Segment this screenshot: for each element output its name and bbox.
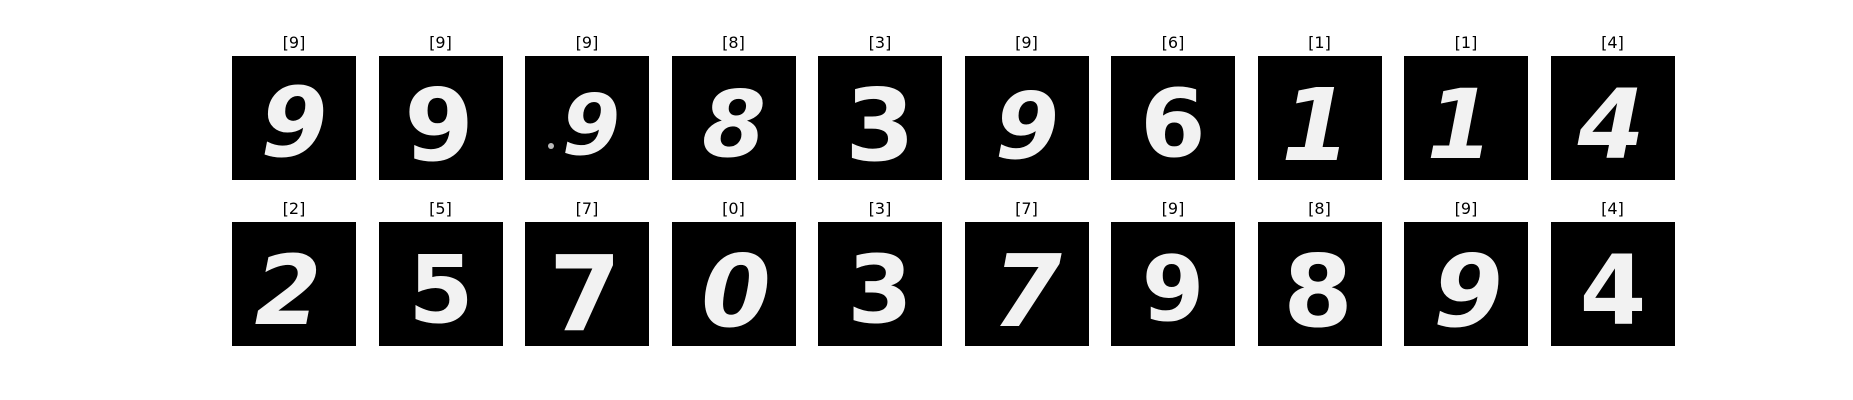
handwritten-digit: 3 bbox=[845, 67, 915, 180]
handwritten-digit: 2 bbox=[255, 235, 322, 346]
sample-cell: [3] 3 bbox=[818, 30, 942, 180]
sample-cell: [8] 8 bbox=[671, 30, 796, 180]
sample-label: [8] bbox=[722, 33, 745, 52]
digit-image: 0 bbox=[671, 222, 796, 346]
sample-label: [9] bbox=[1454, 199, 1478, 218]
sample-label: [5] bbox=[429, 199, 452, 218]
digit-image: 4 bbox=[1550, 56, 1675, 180]
sample-cell: [7] 7 bbox=[525, 196, 649, 346]
handwritten-digit: 9 bbox=[562, 76, 620, 174]
handwritten-digit: 8 bbox=[701, 71, 765, 178]
sample-cell: [9] 9 bbox=[525, 30, 649, 180]
handwritten-digit: 1 bbox=[1281, 67, 1351, 180]
handwritten-digit: 9 bbox=[404, 67, 474, 180]
sample-cell: [9] 9 bbox=[1111, 196, 1235, 346]
sample-cell: [1] 1 bbox=[1404, 30, 1528, 180]
handwritten-digit: 9 bbox=[261, 67, 328, 179]
sample-label: [9] bbox=[429, 33, 452, 52]
sample-cell: [9] 9 bbox=[1404, 196, 1528, 346]
sample-cell: [3] 3 bbox=[818, 196, 942, 346]
handwritten-digit: 7 bbox=[549, 233, 621, 346]
sample-label: [9] bbox=[1161, 199, 1185, 218]
sample-cell: [9] 9 bbox=[232, 30, 356, 180]
digit-image-grid: [9] 9 [9] 9 [9] 9 [8] 8 [3] 3 [9] 9 [6] bbox=[232, 30, 1682, 346]
sample-label: [3] bbox=[868, 199, 892, 218]
sample-label: [8] bbox=[1308, 199, 1331, 218]
digit-image: 9 bbox=[378, 56, 503, 180]
sample-label: [2] bbox=[282, 199, 306, 218]
sample-label: [9] bbox=[575, 33, 599, 52]
digit-image: 6 bbox=[1111, 56, 1235, 180]
sample-label: [4] bbox=[1601, 199, 1624, 218]
handwritten-digit: 4 bbox=[1576, 69, 1644, 180]
sample-cell: [0] 0 bbox=[671, 196, 796, 346]
handwritten-digit: 9 bbox=[994, 73, 1058, 180]
sample-label: [7] bbox=[1015, 199, 1038, 218]
handwritten-digit: 3 bbox=[847, 236, 912, 345]
sample-label: [9] bbox=[1015, 33, 1038, 52]
digit-image: 9 bbox=[232, 56, 356, 180]
handwritten-digit: 9 bbox=[1433, 233, 1503, 346]
digit-image: 9 bbox=[964, 56, 1089, 180]
handwritten-digit: 7 bbox=[992, 233, 1062, 346]
sample-cell: [2] 2 bbox=[232, 196, 356, 346]
digit-image: 1 bbox=[1404, 56, 1528, 180]
sample-cell: [7] 7 bbox=[964, 196, 1089, 346]
sample-cell: [1] 1 bbox=[1257, 30, 1382, 180]
digit-image: 7 bbox=[525, 222, 649, 346]
handwritten-digit: 6 bbox=[1140, 70, 1205, 179]
sample-cell: [4] 4 bbox=[1550, 30, 1675, 180]
handwritten-digit: 8 bbox=[1283, 233, 1353, 346]
digit-image: 9 bbox=[1111, 222, 1235, 346]
sample-label: [9] bbox=[282, 33, 306, 52]
sample-cell: [8] 8 bbox=[1257, 196, 1382, 346]
sample-cell: [9] 9 bbox=[378, 30, 503, 180]
handwritten-digit: 9 bbox=[1142, 237, 1205, 342]
digit-image: 9 bbox=[525, 56, 649, 180]
sample-cell: [4] 4 bbox=[1550, 196, 1675, 346]
digit-image: 5 bbox=[378, 222, 503, 346]
sample-cell: [9] 9 bbox=[964, 30, 1089, 180]
sample-label: [4] bbox=[1601, 33, 1624, 52]
sample-label: [7] bbox=[575, 199, 599, 218]
sample-label: [3] bbox=[868, 33, 892, 52]
digit-image: 4 bbox=[1550, 222, 1675, 346]
digit-image: 3 bbox=[818, 56, 942, 180]
handwritten-digit: 5 bbox=[408, 236, 473, 345]
digit-image: 8 bbox=[1257, 222, 1382, 346]
handwritten-digit: 1 bbox=[1427, 69, 1494, 180]
sample-label: [1] bbox=[1454, 33, 1478, 52]
digit-image: 2 bbox=[232, 222, 356, 346]
sample-cell: [6] 6 bbox=[1111, 30, 1235, 180]
sample-label: [6] bbox=[1161, 33, 1185, 52]
digit-image: 1 bbox=[1257, 56, 1382, 180]
sample-label: [0] bbox=[722, 199, 745, 218]
handwritten-digit: 4 bbox=[1579, 235, 1646, 346]
digit-image: 7 bbox=[964, 222, 1089, 346]
sample-label: [1] bbox=[1308, 33, 1331, 52]
digit-image: 9 bbox=[1404, 222, 1528, 346]
digit-image: 8 bbox=[671, 56, 796, 180]
sample-cell: [5] 5 bbox=[378, 196, 503, 346]
digit-image: 3 bbox=[818, 222, 942, 346]
handwritten-digit: 0 bbox=[701, 233, 771, 346]
